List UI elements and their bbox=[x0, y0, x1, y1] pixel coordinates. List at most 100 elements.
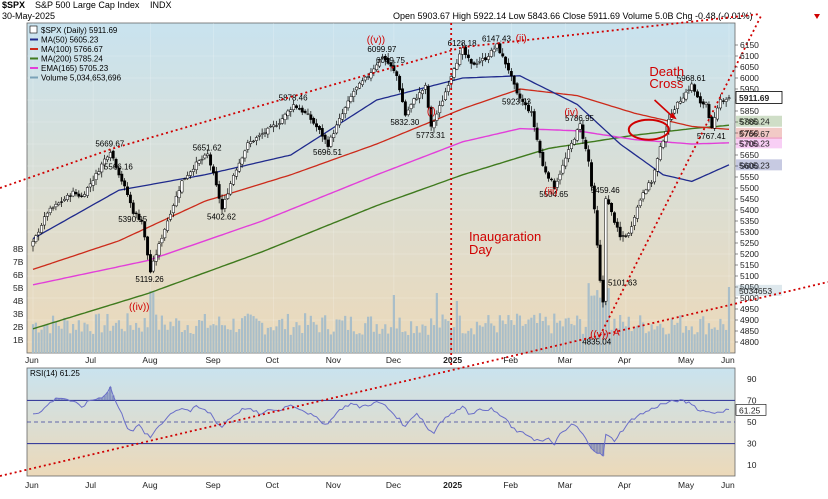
candle-body bbox=[315, 123, 319, 128]
candle-body bbox=[529, 111, 533, 113]
candle-body bbox=[481, 58, 485, 61]
candle-body bbox=[338, 118, 341, 126]
volume-bar bbox=[495, 332, 499, 353]
y-tick-label: 5950 bbox=[740, 84, 759, 94]
volume-bar bbox=[387, 333, 390, 353]
y-tick-label: 5000 bbox=[740, 293, 759, 303]
volume-bar bbox=[100, 332, 103, 353]
arrow-head bbox=[669, 112, 677, 120]
candle-body bbox=[716, 107, 719, 120]
volume-bar bbox=[232, 318, 235, 353]
candle-body bbox=[123, 180, 127, 187]
y-tick-label: 5200 bbox=[740, 249, 759, 259]
volume-bar bbox=[31, 324, 35, 353]
volume-bar bbox=[137, 327, 141, 353]
volume-bar bbox=[43, 325, 46, 353]
candle-body bbox=[157, 243, 161, 256]
volume-bar bbox=[467, 330, 470, 353]
candle-body bbox=[690, 83, 694, 91]
candle-body bbox=[43, 216, 46, 226]
y-tick-label: 5150 bbox=[740, 260, 759, 270]
volume-bar bbox=[704, 334, 708, 353]
price-annotation: 5390.95 bbox=[118, 215, 147, 224]
candle-body bbox=[398, 75, 402, 91]
candle-body bbox=[54, 204, 58, 208]
y-tick-label: 5700 bbox=[740, 139, 759, 149]
candle-body bbox=[549, 178, 553, 181]
candle-body bbox=[146, 236, 150, 256]
month-label: Oct bbox=[266, 355, 280, 365]
volume-bar bbox=[702, 316, 705, 353]
candle-body bbox=[627, 233, 631, 236]
candle-body bbox=[406, 109, 410, 115]
month-axis-bottom: Jun Jul Aug Sep Oct Nov Dec 2025 Feb Mar Apr May Jun bbox=[25, 480, 735, 490]
candle-body bbox=[317, 126, 321, 130]
volume-bar bbox=[639, 315, 642, 353]
volume-bar bbox=[435, 293, 438, 353]
volume-bar bbox=[341, 320, 344, 353]
volume-bar bbox=[103, 325, 106, 353]
candle-body bbox=[535, 127, 539, 140]
volume-bar bbox=[149, 291, 152, 353]
volume-bar bbox=[37, 332, 40, 353]
volume-bar bbox=[690, 326, 693, 353]
candle-body bbox=[693, 84, 697, 92]
candle-body bbox=[641, 192, 645, 200]
volume-bar bbox=[716, 329, 719, 353]
volume-bar bbox=[252, 316, 255, 353]
volume-bar bbox=[249, 314, 252, 353]
rsi-series bbox=[27, 385, 735, 457]
candle-body bbox=[504, 56, 508, 65]
price-annotation: 5459.46 bbox=[591, 186, 620, 195]
volume-bar bbox=[315, 324, 318, 353]
candle-body bbox=[309, 114, 313, 120]
volume-bar bbox=[295, 322, 298, 353]
candle-body bbox=[653, 169, 656, 183]
candle-body bbox=[446, 85, 450, 92]
price-tag-bg bbox=[736, 127, 782, 139]
volume-bar bbox=[326, 329, 330, 353]
candle-body bbox=[501, 53, 505, 57]
volume-bar bbox=[647, 331, 650, 353]
candle-body bbox=[701, 101, 705, 105]
volume-bar bbox=[713, 327, 716, 353]
ma100-line bbox=[32, 88, 730, 271]
month-label: Oct bbox=[266, 480, 280, 490]
volume-bar bbox=[126, 313, 129, 353]
volume-bar bbox=[481, 326, 484, 353]
rsi-line bbox=[32, 385, 730, 457]
volume-bar bbox=[725, 329, 728, 353]
price-tag-bg bbox=[736, 159, 782, 171]
month-label: Mar bbox=[558, 355, 573, 365]
volume-bar bbox=[710, 328, 713, 353]
candle-body bbox=[160, 238, 164, 244]
volume-bar bbox=[332, 331, 335, 353]
volume-bar bbox=[613, 318, 616, 353]
candle-body bbox=[401, 88, 404, 103]
candle-body bbox=[484, 57, 487, 61]
candle-body bbox=[498, 43, 502, 54]
volume-bar bbox=[177, 320, 181, 353]
y-tick-label: 5100 bbox=[740, 271, 759, 281]
volume-bar bbox=[507, 315, 510, 353]
rsi-title: RSI(14) 61.25 bbox=[30, 369, 80, 378]
volume-bar bbox=[143, 317, 146, 353]
candle-body bbox=[366, 76, 370, 78]
volume-bar bbox=[312, 322, 315, 353]
volume-bar bbox=[338, 319, 341, 353]
volume-bar bbox=[662, 327, 665, 353]
candle-body bbox=[186, 175, 190, 179]
volume-bar bbox=[659, 323, 662, 353]
volume-bar bbox=[438, 327, 441, 353]
volume-bar bbox=[538, 313, 542, 353]
volume-bar bbox=[324, 315, 327, 353]
candle-body bbox=[128, 194, 132, 204]
volume-bar bbox=[71, 324, 75, 353]
month-label: Dec bbox=[386, 355, 402, 365]
volume-bar bbox=[186, 325, 189, 353]
candle-body bbox=[544, 166, 548, 173]
candle-body bbox=[592, 185, 596, 210]
price-annotation: 6099.97 bbox=[367, 45, 396, 54]
